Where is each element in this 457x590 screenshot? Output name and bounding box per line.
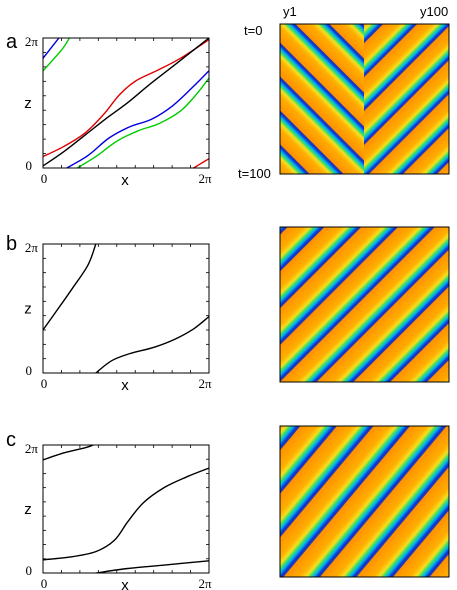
heatmap-a-right-half (364, 24, 449, 174)
series-black-segment-1 (43, 38, 209, 167)
heatmap-b-waves (280, 227, 449, 382)
heatmap-a-xlabel-right: y100 (420, 4, 448, 19)
plot-frame-b (42, 243, 210, 374)
x-tick-label-2pi: 2π (198, 376, 212, 391)
y-axis-label: z (24, 301, 32, 318)
series-black-segment-1 (43, 445, 94, 461)
panel-letter-b: b (6, 233, 17, 255)
heatmap-b-frame (279, 226, 450, 383)
x-tick-label-2pi: 2π (198, 171, 212, 186)
x-axis-label: x (121, 577, 129, 590)
heatmap-a-time-start: t=0 (244, 23, 262, 38)
y-tick-label-0: 0 (26, 563, 33, 578)
y-tick-label-2pi: 2π (25, 34, 39, 49)
line-plot-c: 0 2π 0 2π x z (24, 441, 212, 590)
x-axis-label: x (121, 377, 129, 394)
series-blue-segment-2 (66, 70, 209, 168)
heatmap-a (280, 24, 449, 174)
line-plot-a: 0 2π 0 2π x z (24, 34, 212, 189)
series-red-segment-1 (43, 39, 209, 158)
line-plot-b: 0 2π 0 2π x z (24, 240, 212, 394)
plot-frame-c (42, 444, 210, 574)
heatmap-a-frame (279, 23, 450, 175)
heatmap-a-xlabel-left: y1 (283, 4, 297, 19)
series-blue-segment-1 (43, 38, 60, 59)
y-tick-label-0: 0 (26, 363, 33, 378)
heatmap-c-frame (279, 425, 450, 578)
y-axis-label: z (24, 501, 32, 518)
curves-b (43, 244, 209, 373)
plot-frame-a (42, 37, 210, 169)
x-axis-label: x (121, 172, 129, 189)
y-axis-label: z (24, 95, 32, 112)
series-green-segment-1 (43, 38, 70, 72)
x-tick-label-0: 0 (41, 171, 48, 186)
panel-letter-a: a (6, 31, 18, 53)
series-black-segment-3 (95, 560, 209, 573)
curves-a (43, 38, 209, 168)
y-tick-label-0: 0 (26, 158, 33, 173)
panel-letter-c: c (6, 429, 16, 451)
y-tick-label-2pi: 2π (25, 441, 39, 456)
heatmap-c-waves (280, 426, 449, 577)
series-black-segment-2 (95, 315, 209, 373)
y-tick-label-2pi: 2π (25, 240, 39, 255)
x-tick-label-0: 0 (41, 376, 48, 391)
series-green-segment-2 (76, 77, 209, 168)
heatmap-a-left-half (280, 24, 365, 174)
heatmap-c (280, 426, 449, 577)
series-black-segment-2 (43, 467, 209, 561)
series-red-segment-2 (193, 158, 209, 168)
x-tick-label-0: 0 (41, 576, 48, 590)
heatmap-a-time-end: t=100 (238, 166, 271, 181)
x-tick-label-2pi: 2π (198, 576, 212, 590)
curves-c (43, 445, 209, 573)
series-black-segment-1 (43, 244, 97, 331)
heatmap-b (280, 227, 449, 382)
